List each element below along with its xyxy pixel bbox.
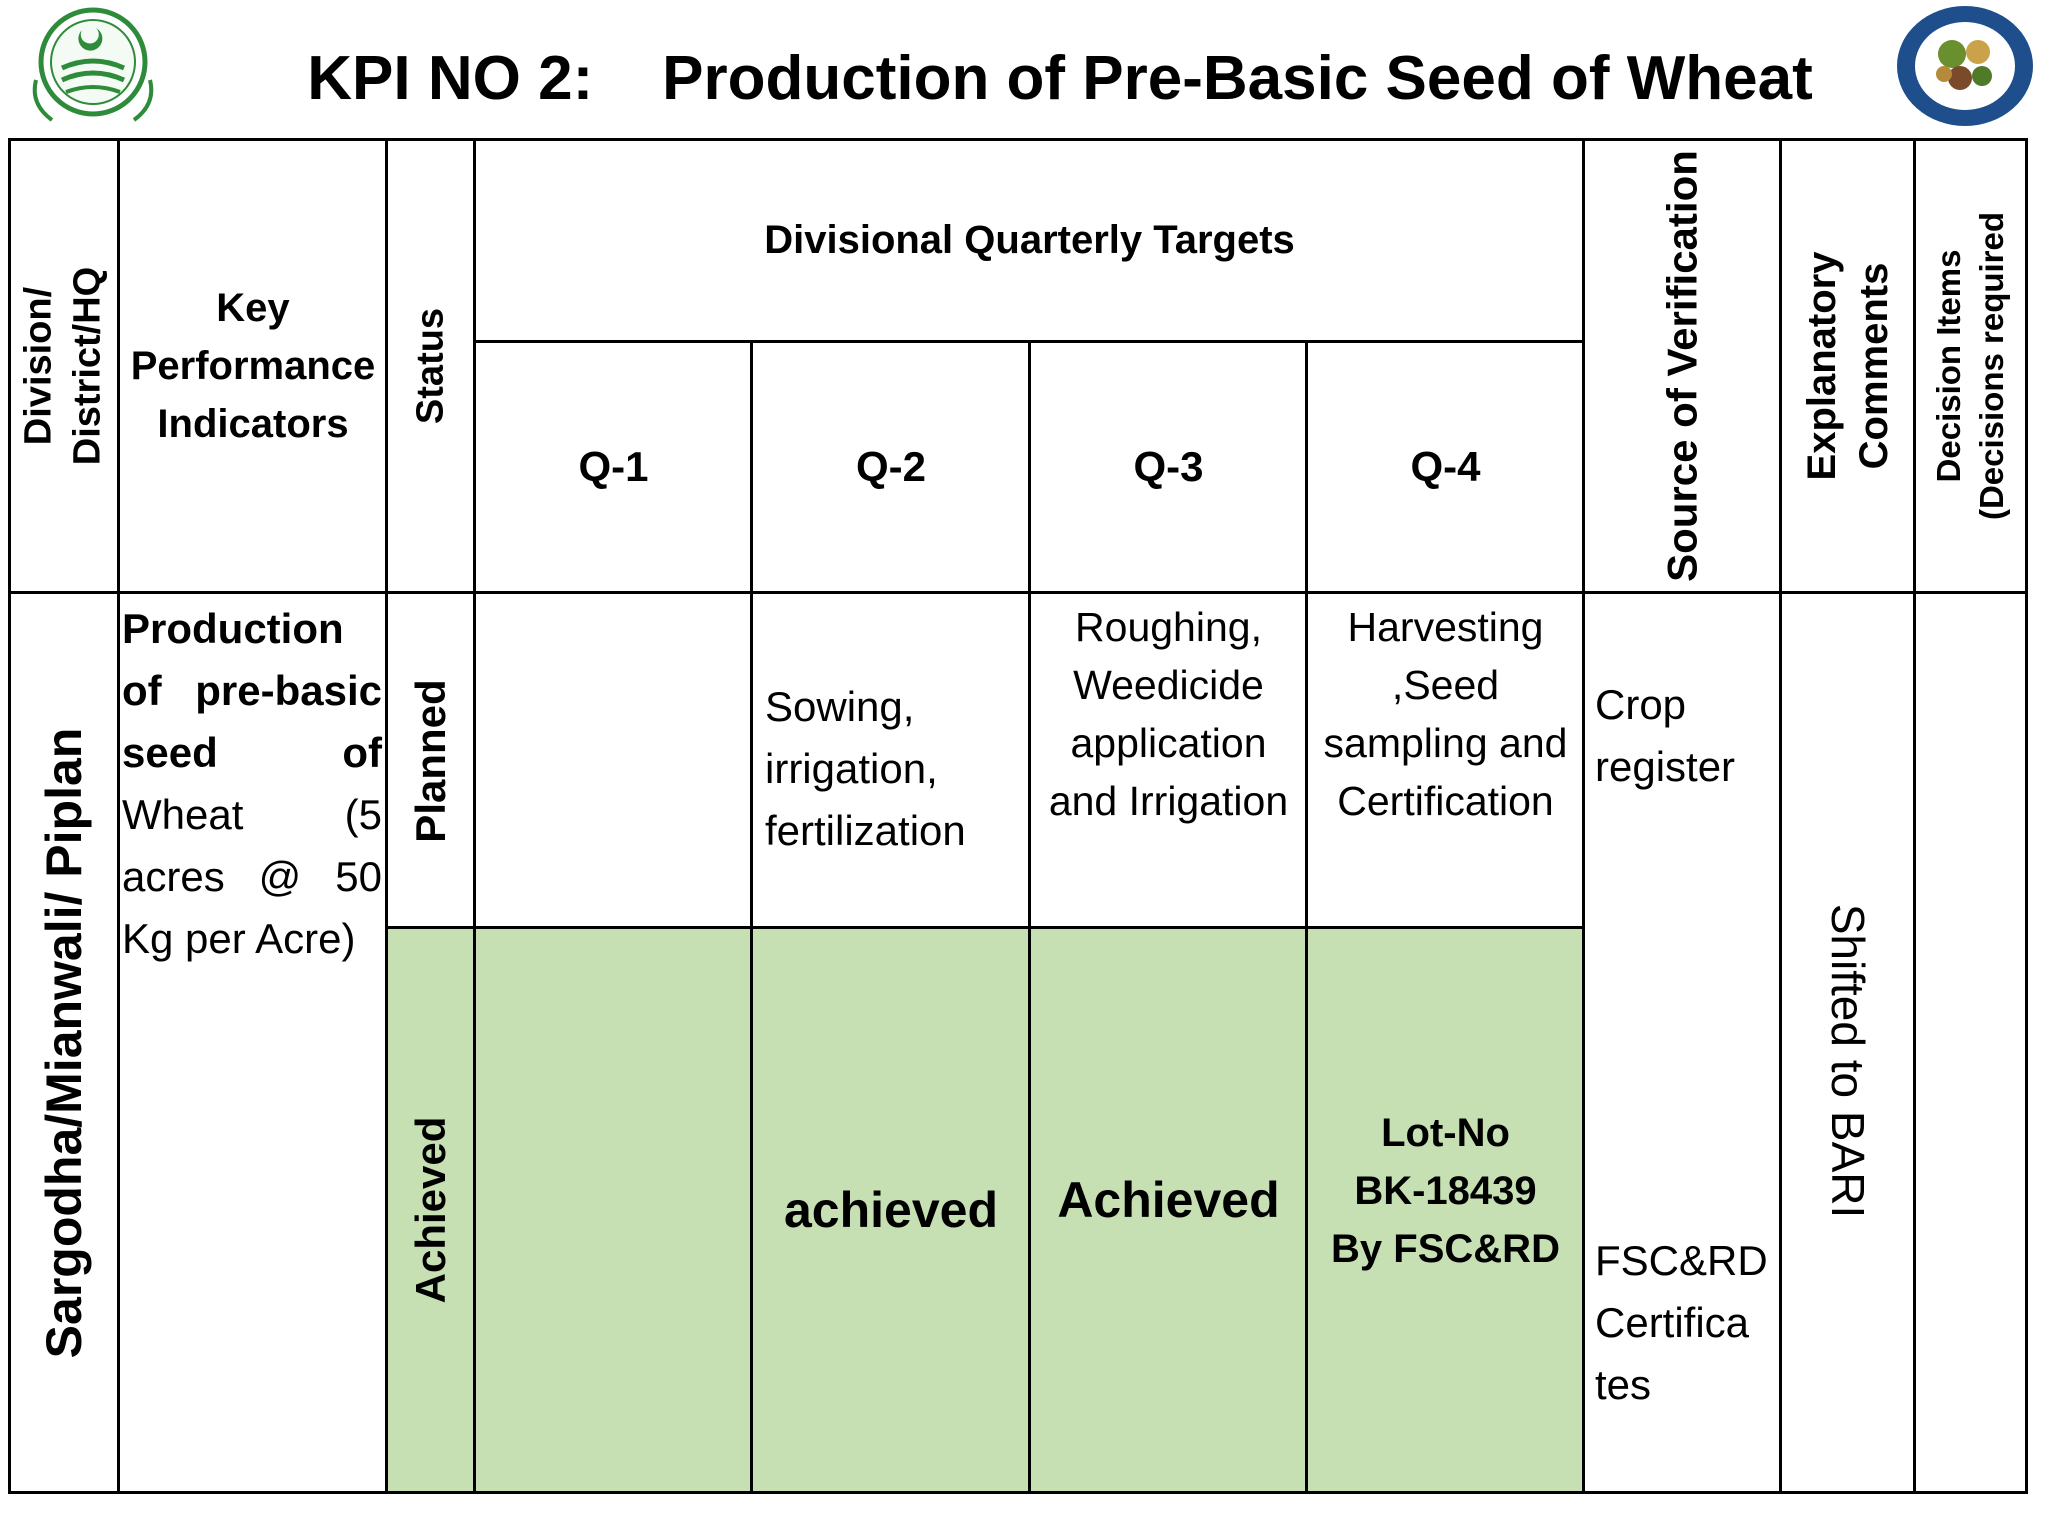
header-division-line1: Division/ bbox=[17, 286, 60, 446]
achieved-q4: Lot-No BK-18439 By FSC&RD bbox=[1308, 1104, 1583, 1304]
header-division-line2: District/HQ bbox=[67, 266, 109, 466]
header-division: Division/ District/HQ bbox=[10, 140, 118, 592]
row-kpi-title: Production of pre-basic seed of bbox=[122, 605, 382, 776]
header-kpi: Key Performance Indicators bbox=[130, 286, 376, 446]
achieved-q2: achieved bbox=[783, 1182, 998, 1238]
row-comments: Shifted to BARI bbox=[1822, 903, 1874, 1219]
research-institute-logo bbox=[1890, 4, 2040, 134]
achieved-q3: Achieved bbox=[1057, 1172, 1280, 1228]
header-q2: Q-2 bbox=[855, 443, 926, 490]
achieved-q4-line2: BK-18439 bbox=[1354, 1169, 1537, 1213]
header-q4: Q-4 bbox=[1410, 443, 1481, 490]
table-border-bottom bbox=[8, 1491, 2028, 1494]
row-kpi: Production of pre-basic seed of Wheat (5… bbox=[120, 598, 386, 1488]
planned-q4-line4: Certification bbox=[1337, 778, 1554, 824]
planned-q3-line2: Weedicide bbox=[1073, 662, 1264, 708]
planned-q3-line3: application bbox=[1070, 720, 1267, 766]
planned-q2-line2: irrigation, bbox=[765, 745, 938, 792]
row-kpi-detail: Wheat (5 acres @ 50 Kg per Acre) bbox=[122, 791, 382, 962]
punjab-government-logo bbox=[22, 0, 164, 130]
header-divider bbox=[8, 591, 2028, 594]
source-planned: Crop register bbox=[1585, 674, 1780, 824]
col-line-source bbox=[1582, 138, 1585, 1494]
table-border-top bbox=[8, 138, 2028, 141]
planned-q1 bbox=[476, 594, 751, 927]
col-line-decision bbox=[1913, 138, 1916, 1494]
achieved-q1 bbox=[476, 929, 751, 1491]
col-line-q4 bbox=[1305, 340, 1308, 1494]
source-achieved-line3: tes bbox=[1595, 1361, 1652, 1408]
source-planned-line2: register bbox=[1595, 743, 1736, 790]
header-q1: Q-1 bbox=[578, 443, 649, 490]
status-divider bbox=[386, 926, 1584, 929]
header-decision: Decision Items (Decisions required bbox=[1916, 140, 2026, 592]
status-achieved: Achieved bbox=[407, 1116, 454, 1304]
source-planned-line1: Crop bbox=[1595, 681, 1687, 728]
row-division: Sargodha/Mianwali/ Piplan bbox=[36, 727, 92, 1359]
header-source: Source of Verification bbox=[1658, 150, 1706, 582]
col-line-end bbox=[2025, 138, 2028, 1494]
header-targets: Divisional Quarterly Targets bbox=[764, 218, 1295, 262]
header-comments: Explanatory Comments bbox=[1782, 140, 1914, 592]
page-title: KPI NO 2: Production of Pre-Basic Seed o… bbox=[307, 44, 1813, 113]
planned-q4-line3: sampling and bbox=[1323, 720, 1568, 766]
header-status: Status bbox=[409, 307, 452, 425]
col-line-q3 bbox=[1028, 340, 1031, 1494]
source-achieved: FSC&RD Certifica tes bbox=[1585, 1230, 1780, 1430]
status-planned: Planned bbox=[407, 678, 454, 843]
header-comments-line1: Explanatory bbox=[1800, 251, 1844, 481]
planned-q4-line2: ,Seed bbox=[1391, 662, 1500, 708]
header-decision-line2: (Decisions required bbox=[1973, 211, 2010, 521]
planned-q3-line1: Roughing, bbox=[1075, 604, 1262, 650]
planned-q4: Harvesting ,Seed sampling and Certificat… bbox=[1308, 594, 1583, 927]
col-line-3 bbox=[473, 138, 476, 1494]
planned-q2-line1: Sowing, bbox=[765, 683, 915, 730]
header-decision-line1: Decision Items bbox=[1930, 249, 1968, 483]
planned-q2: Sowing, irrigation, fertilization bbox=[753, 594, 1029, 927]
row-decision bbox=[1916, 594, 2026, 1492]
planned-q4-line1: Harvesting bbox=[1347, 604, 1544, 650]
header-comments-line2: Comments bbox=[1852, 262, 1896, 470]
achieved-q4-line1: Lot-No bbox=[1381, 1111, 1510, 1155]
source-achieved-line2: Certifica bbox=[1595, 1299, 1750, 1346]
col-line-2 bbox=[385, 138, 388, 1494]
col-line-1 bbox=[117, 138, 120, 1494]
achieved-row-fill bbox=[386, 928, 1583, 1493]
planned-q3-line4: and Irrigation bbox=[1048, 778, 1289, 824]
source-achieved-line1: FSC&RD bbox=[1595, 1237, 1768, 1284]
planned-q2-line3: fertilization bbox=[765, 807, 966, 854]
col-line-q2 bbox=[750, 340, 753, 1494]
col-line-comments bbox=[1779, 138, 1782, 1494]
achieved-q4-line3: By FSC&RD bbox=[1331, 1227, 1560, 1271]
header-q3: Q-3 bbox=[1133, 443, 1204, 490]
planned-q3: Roughing, Weedicide application and Irri… bbox=[1031, 594, 1306, 927]
col-line-0 bbox=[8, 138, 11, 1494]
